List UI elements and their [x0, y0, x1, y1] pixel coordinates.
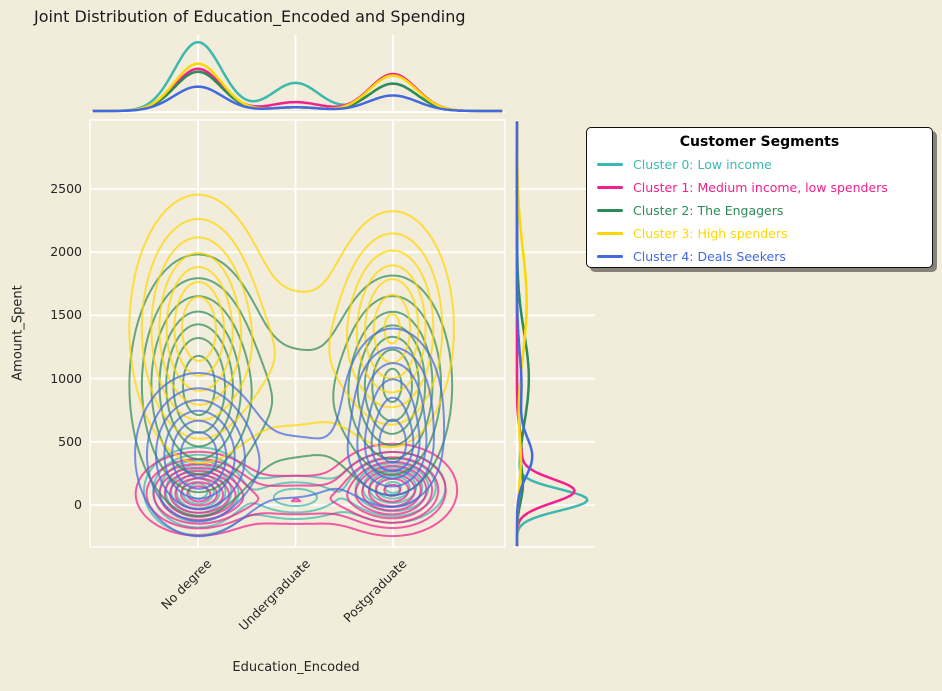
- contour-cluster-4: [171, 396, 415, 490]
- contour-cluster-4: [155, 362, 428, 511]
- legend-label-cluster-2: Cluster 2: The Engagers: [633, 203, 784, 218]
- legend-swatch-cluster-3: [597, 231, 623, 236]
- top-marginal-curve-cluster-0: [92, 40, 503, 113]
- legend-swatch-cluster-4: [597, 254, 623, 259]
- top-marginal-curve-cluster-3: [92, 62, 503, 113]
- legend-item-cluster-3: Cluster 3: High spenders: [597, 222, 922, 245]
- legend-swatch-cluster-0: [597, 162, 623, 167]
- legend: Customer Segments Cluster 0: Low income …: [586, 127, 933, 268]
- contour-cluster-3: [165, 266, 420, 392]
- right-marginal-curve-cluster-4: [515, 121, 534, 547]
- main-axes-spines: [89, 119, 506, 548]
- y-tick-label-0: 0: [74, 497, 82, 512]
- contour-cluster-3: [181, 295, 401, 362]
- contour-cluster-4: [134, 327, 446, 538]
- contour-cluster-3: [140, 218, 444, 440]
- contour-cluster-4: [163, 378, 421, 500]
- y-axis-label: Amount_Spent: [10, 285, 26, 381]
- right-marginal-curve-cluster-0: [515, 121, 589, 547]
- kde-contour-layer: [128, 193, 459, 538]
- legend-title: Customer Segments: [679, 134, 840, 150]
- y-tick-label-1500: 1500: [50, 307, 82, 323]
- y-tick-label-2500: 2500: [50, 181, 82, 196]
- contour-cluster-1: [152, 456, 440, 525]
- top-marginal-curve-cluster-4: [92, 85, 503, 113]
- legend-label-cluster-3: Cluster 3: High spenders: [633, 226, 788, 241]
- legend-label-cluster-1: Cluster 1: Medium income, low spenders: [633, 180, 888, 195]
- legend-label-cluster-0: Cluster 0: Low income: [633, 157, 772, 172]
- legend-swatch-cluster-2: [597, 208, 623, 213]
- legend-label-cluster-4: Cluster 4: Deals Seekers: [633, 249, 786, 264]
- chart-title: Joint Distribution of Education_Encoded …: [34, 7, 466, 26]
- legend-swatch-cluster-1: [597, 185, 623, 190]
- contour-cluster-2: [158, 310, 427, 461]
- contour-cluster-3: [158, 252, 427, 406]
- y-tick-label-2000: 2000: [50, 244, 82, 260]
- legend-item-cluster-2: Cluster 2: The Engagers: [597, 199, 922, 222]
- y-tick-label-1000: 1000: [50, 370, 82, 386]
- top-marginal-layer: [92, 40, 503, 113]
- x-axis-label: Education_Encoded: [232, 660, 360, 675]
- contour-cluster-3: [128, 193, 455, 464]
- contour-cluster-4: [179, 418, 408, 479]
- legend-item-cluster-4: Cluster 4: Deals Seekers: [597, 245, 922, 268]
- legend-item-cluster-1: Cluster 1: Medium income, low spenders: [597, 176, 922, 199]
- y-tick-label-500: 500: [58, 433, 82, 449]
- contour-cluster-4: [146, 346, 435, 522]
- legend-item-cluster-0: Cluster 0: Low income: [597, 153, 922, 176]
- right-marginal-layer: [515, 121, 589, 547]
